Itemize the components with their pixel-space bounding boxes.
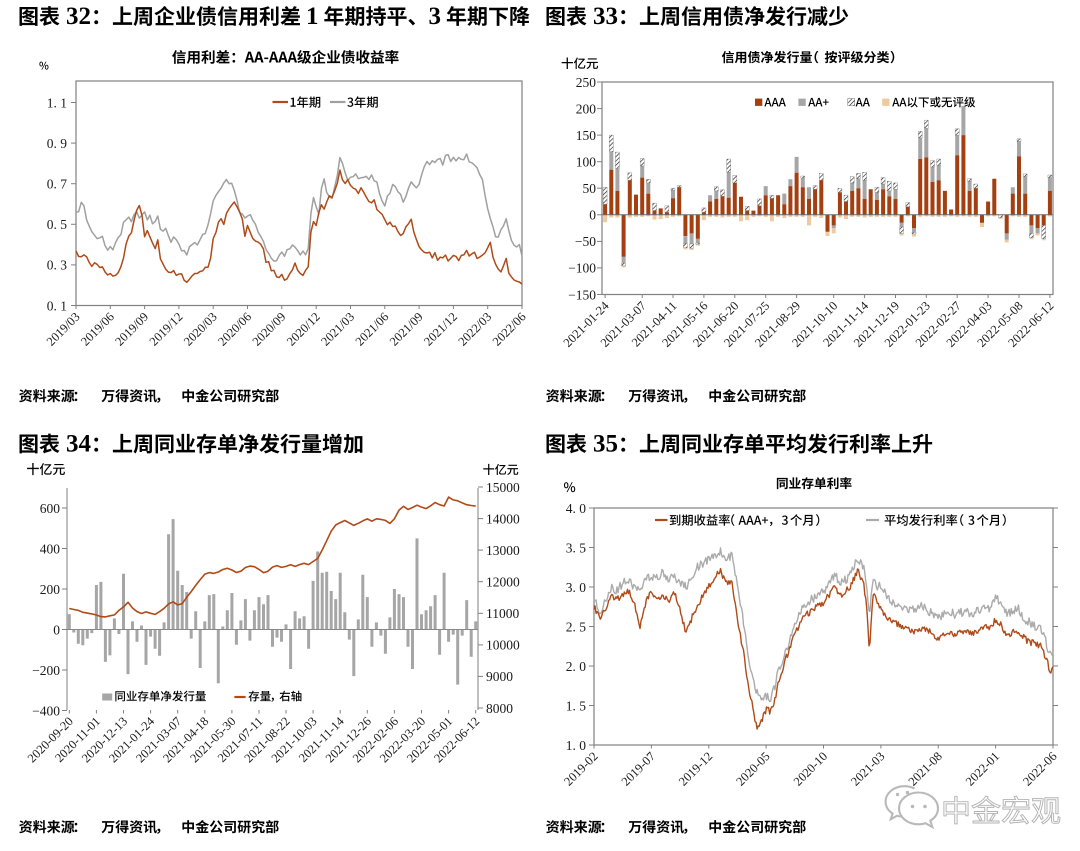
svg-text:100: 100: [576, 155, 597, 170]
svg-text:0: 0: [589, 208, 596, 223]
svg-text:−100: −100: [568, 261, 596, 276]
svg-text:9000: 9000: [486, 669, 513, 684]
svg-text:250: 250: [576, 75, 597, 90]
svg-text:33: 33: [593, 3, 618, 30]
svg-text:11000: 11000: [486, 606, 519, 621]
svg-text:200: 200: [40, 582, 61, 597]
svg-text:0. 5: 0. 5: [47, 217, 68, 232]
svg-text:10000: 10000: [486, 638, 520, 653]
svg-text:2. 0: 2. 0: [566, 659, 587, 674]
svg-text:−50: −50: [575, 234, 596, 249]
svg-text:150: 150: [576, 128, 597, 143]
svg-text:400: 400: [40, 541, 61, 556]
svg-text:200: 200: [576, 101, 597, 116]
svg-text:14000: 14000: [486, 511, 520, 526]
svg-text:1. 0: 1. 0: [566, 738, 587, 753]
svg-text:3. 0: 3. 0: [566, 580, 587, 595]
svg-text:0: 0: [53, 622, 60, 637]
svg-text:1. 5: 1. 5: [566, 698, 587, 713]
svg-text:−400: −400: [32, 703, 60, 718]
svg-text:50: 50: [583, 181, 597, 196]
svg-text:35: 35: [593, 431, 618, 458]
svg-text:12000: 12000: [486, 575, 520, 590]
svg-text:−200: −200: [32, 663, 60, 678]
svg-text:1: 1: [306, 3, 319, 30]
svg-text:3. 5: 3. 5: [566, 540, 587, 555]
svg-text:13000: 13000: [486, 543, 520, 558]
svg-text:0. 9: 0. 9: [47, 136, 68, 151]
svg-text:34: 34: [66, 431, 92, 458]
svg-text:2. 5: 2. 5: [566, 619, 587, 634]
svg-text:32: 32: [66, 3, 91, 30]
svg-text:1. 1: 1. 1: [47, 95, 67, 110]
svg-text:4. 0: 4. 0: [566, 501, 587, 516]
svg-text:−150: −150: [568, 287, 596, 302]
svg-text:0. 3: 0. 3: [47, 258, 68, 273]
svg-text:0. 7: 0. 7: [47, 177, 68, 192]
svg-text:3: 3: [429, 3, 442, 30]
svg-text:0. 1: 0. 1: [47, 298, 67, 313]
svg-text:600: 600: [40, 501, 61, 516]
svg-text:15000: 15000: [486, 480, 520, 495]
svg-text:8000: 8000: [486, 701, 513, 716]
